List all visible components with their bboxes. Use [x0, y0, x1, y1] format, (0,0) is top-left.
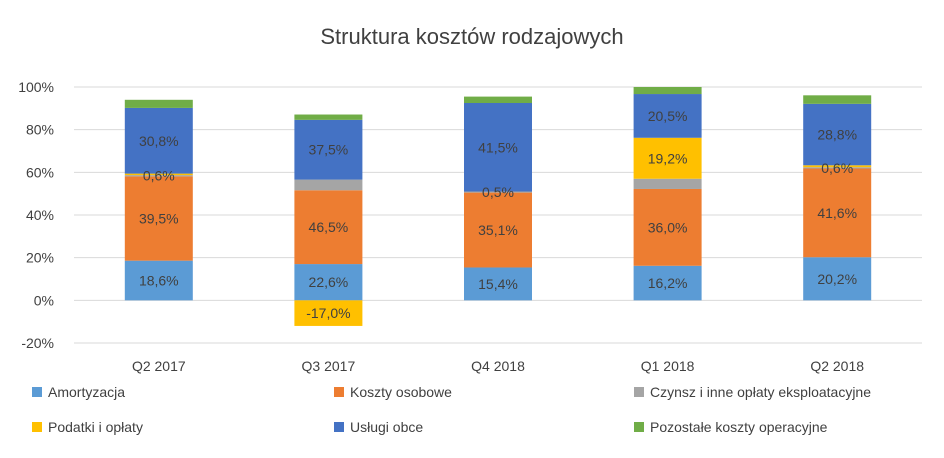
bar-segment: [803, 168, 872, 258]
bar-segment: [803, 95, 872, 104]
bar-segment: [124, 176, 193, 261]
data-label: 0,6%: [821, 160, 853, 176]
legend-label: Czynsz i inne opłaty eksploatacyjne: [650, 384, 871, 400]
legend-swatch: [334, 422, 344, 432]
y-tick-label: 0%: [34, 292, 54, 308]
data-label: 22,6%: [309, 274, 349, 290]
bar-segment: [124, 175, 193, 177]
bar-segment: [633, 137, 702, 179]
bar-segment: [294, 119, 363, 180]
data-label: 30,8%: [139, 133, 179, 149]
bar-segment: [464, 267, 532, 301]
bar-segment: [633, 94, 702, 138]
data-label: 28,8%: [817, 127, 857, 143]
x-axis: Q2 2017 Q3 2017 Q4 2018 Q1 2018 Q2 2018: [132, 358, 864, 374]
chart-title: Struktura kosztów rodzajowych: [320, 24, 623, 49]
x-tick-label: Q2 2017: [132, 358, 186, 374]
bar-segment: [633, 178, 702, 189]
data-label: 39,5%: [139, 211, 179, 227]
bar-segment: [633, 188, 702, 266]
data-label: 20,5%: [648, 108, 688, 124]
x-tick-label: Q2 2018: [810, 358, 864, 374]
bar-segment: [464, 96, 532, 103]
data-label: 41,6%: [817, 205, 857, 221]
data-label: 19,2%: [648, 150, 688, 166]
legend-swatch: [32, 422, 42, 432]
legend-swatch: [334, 387, 344, 397]
bar-segment: [294, 264, 363, 301]
x-tick-label: Q4 2018: [471, 358, 525, 374]
legend-swatch: [634, 387, 644, 397]
y-tick-label: 60%: [26, 164, 54, 180]
data-label: 36,0%: [648, 219, 688, 235]
bar-segment: [124, 173, 193, 176]
data-label: 46,5%: [309, 219, 349, 235]
data-label: 20,2%: [817, 271, 857, 287]
bar-segment: [464, 192, 532, 268]
bar-segment: [294, 179, 363, 191]
data-label: -17,0%: [306, 305, 350, 321]
y-tick-label: -20%: [21, 335, 54, 351]
bar-segment: [464, 191, 532, 193]
data-label: 16,2%: [648, 275, 688, 291]
data-label: 37,5%: [309, 142, 349, 158]
data-label: 35,1%: [478, 222, 518, 238]
data-label: 41,5%: [478, 139, 518, 155]
bar-segment: [464, 103, 532, 192]
y-tick-label: 20%: [26, 250, 54, 266]
bar-segment: [633, 265, 702, 301]
y-tick-label: 80%: [26, 122, 54, 138]
legend-label: Koszty osobowe: [350, 384, 452, 400]
x-tick-label: Q3 2017: [302, 358, 356, 374]
y-tick-label: 40%: [26, 207, 54, 223]
bar-segment: [803, 103, 872, 166]
y-tick-label: 100%: [18, 79, 54, 95]
bar-segment: [294, 300, 363, 326]
bars: [124, 87, 872, 326]
bar-segment: [803, 257, 872, 301]
data-label: 15,4%: [478, 276, 518, 292]
legend-swatch: [32, 387, 42, 397]
x-tick-label: Q1 2018: [641, 358, 695, 374]
data-label: 0,5%: [482, 184, 514, 200]
legend-label: Podatki i opłaty: [48, 419, 143, 435]
legend-swatch: [634, 422, 644, 432]
bar-segment: [124, 107, 193, 174]
bar-segment: [633, 87, 702, 95]
bar-segment: [294, 114, 363, 120]
bar-segment: [124, 260, 193, 301]
bar-segment: [294, 190, 363, 265]
y-axis: -20% 0% 20% 40% 60% 80% 100%: [18, 79, 54, 351]
legend-label: Amortyzacja: [48, 384, 125, 400]
legend-label: Usługi obce: [350, 419, 423, 435]
legend-label: Pozostałe koszty operacyjne: [650, 419, 828, 435]
legend: Amortyzacja Koszty osobowe Czynsz i inne o…: [32, 384, 871, 435]
bar-segment: [803, 165, 872, 168]
bar-segment: [803, 167, 872, 169]
data-label: 0,6%: [143, 168, 175, 184]
bar-segment: [124, 99, 193, 108]
data-label: 18,6%: [139, 272, 179, 288]
data-labels: 18,6% 39,5% 0,6% 30,8% 22,6% 46,5% -17,0% 37,5%…: [139, 108, 857, 321]
